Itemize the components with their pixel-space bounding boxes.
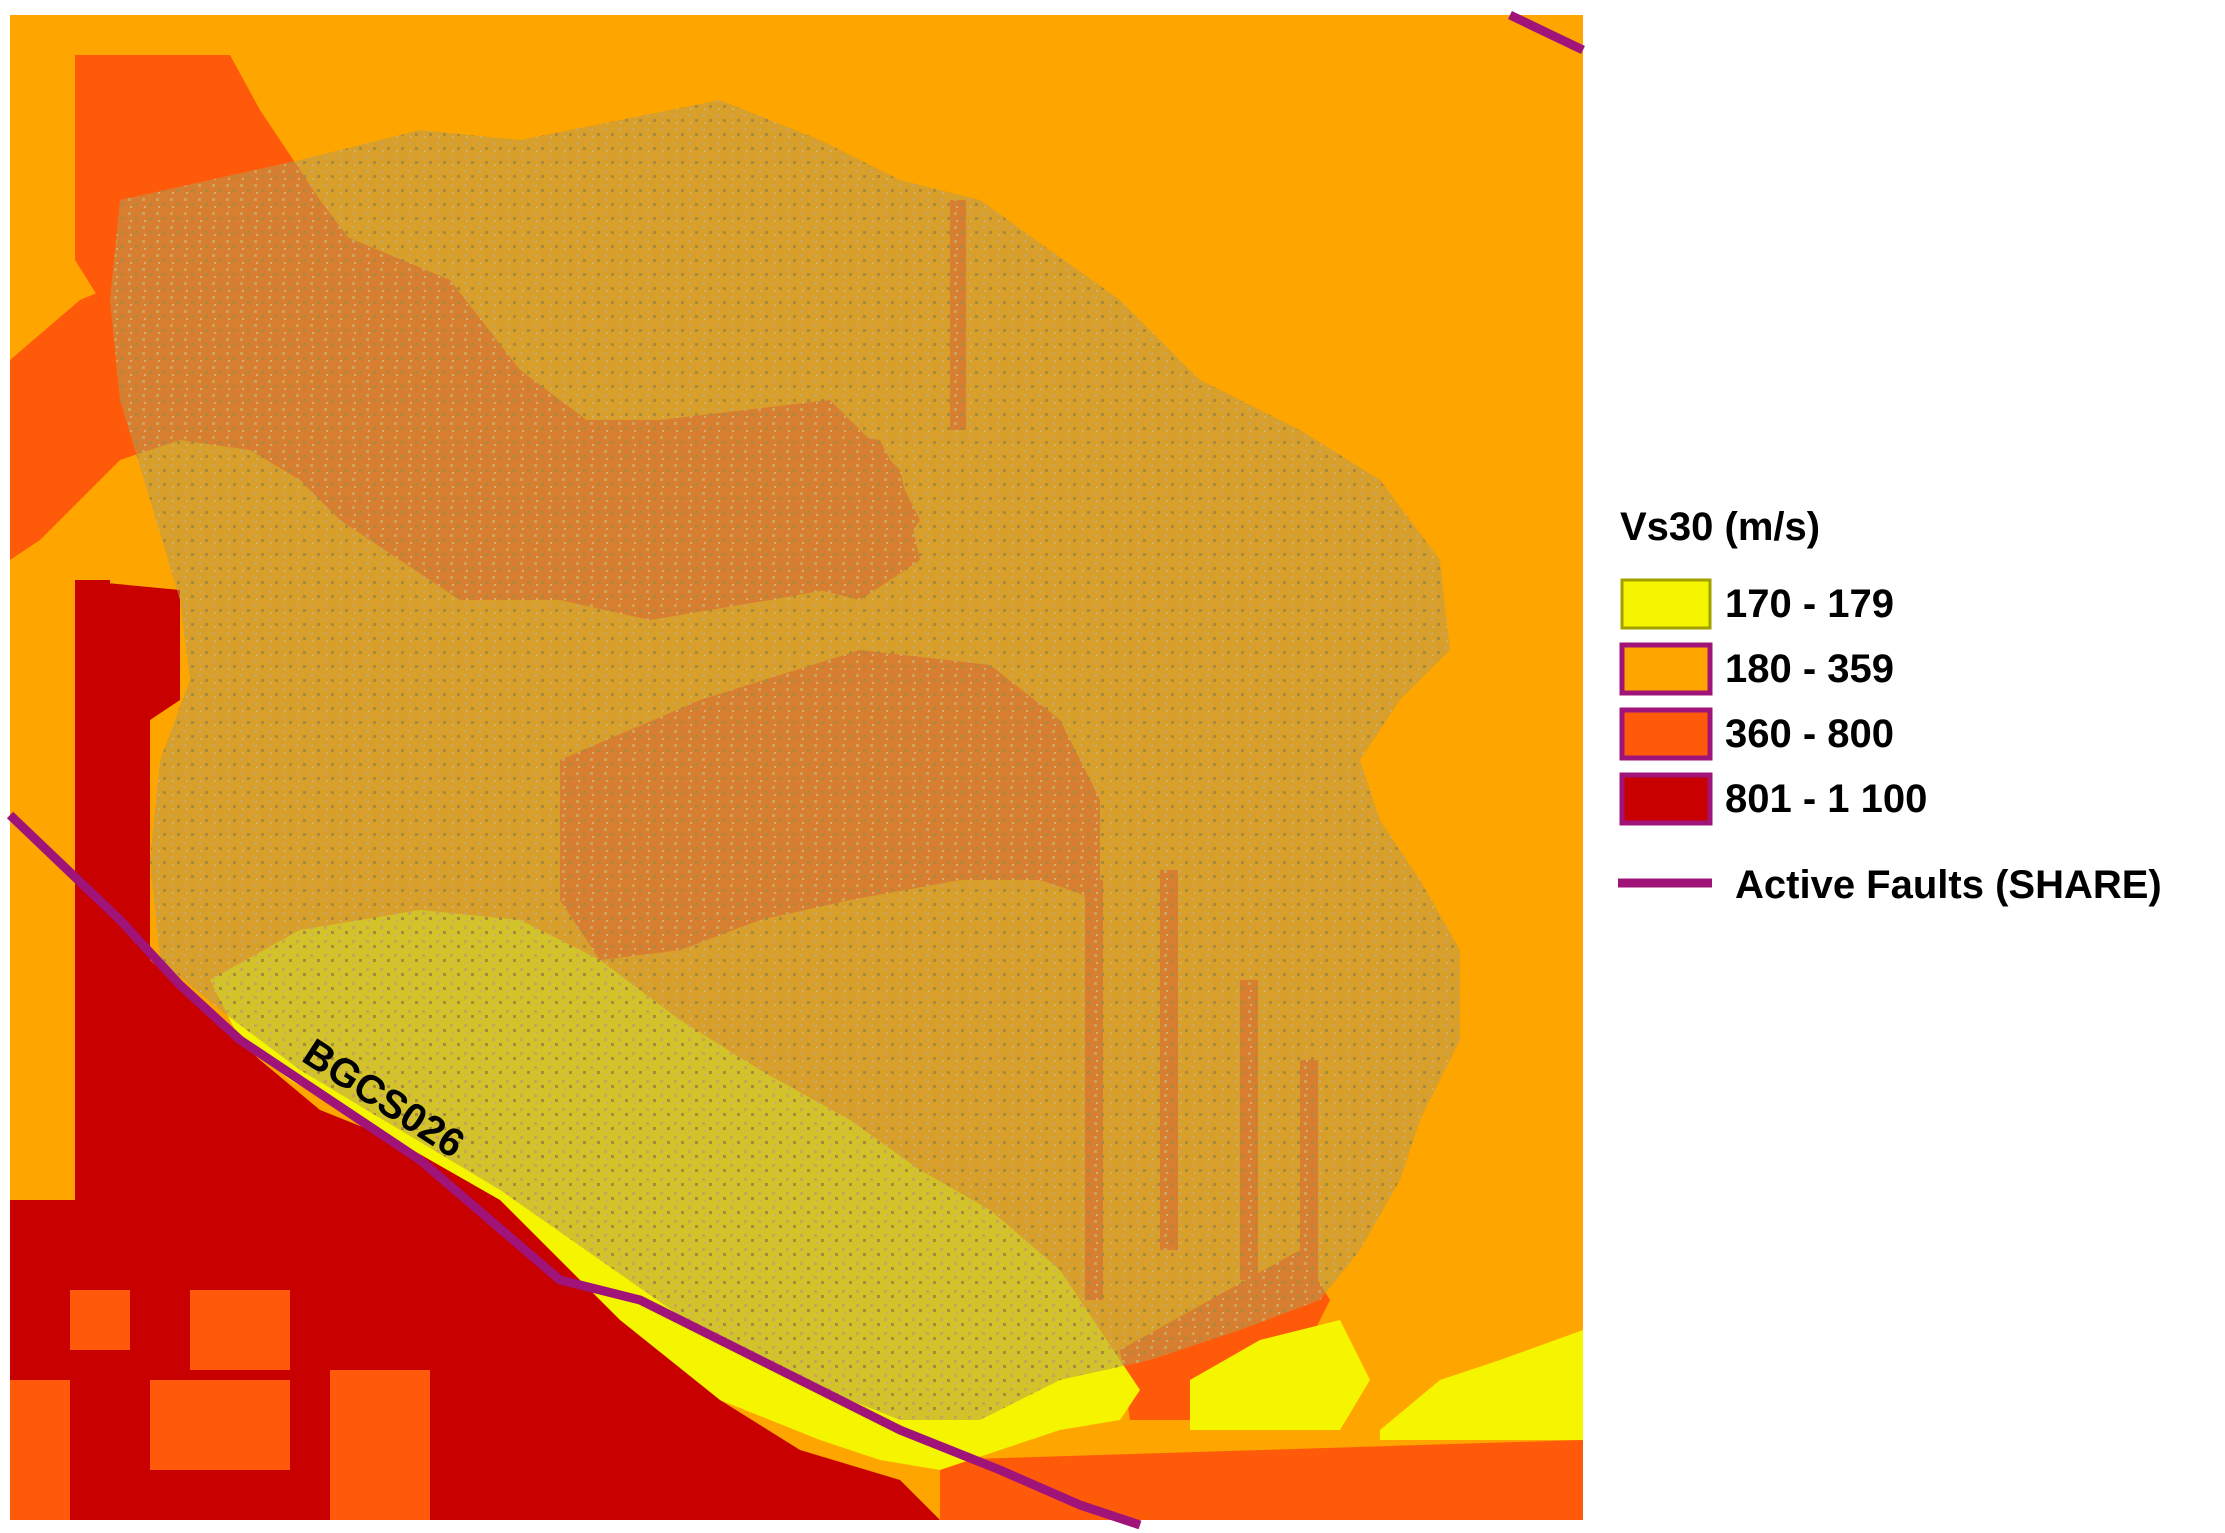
class-170-179-southeast: [1190, 1320, 1370, 1430]
legend-label-180-359: 180 - 359: [1725, 647, 1894, 691]
class-360-800-block-1: [70, 1290, 130, 1350]
active-fault-line-southwest: [6, 811, 1142, 1530]
class-360-800-block-2: [190, 1290, 290, 1370]
legend-swatch-180-359: [1619, 642, 1713, 696]
class-360-800-southeast: [940, 1440, 1583, 1520]
legend-label-170-179: 170 - 179: [1725, 582, 1894, 626]
legend: Vs30 (m/s) 170 - 179 180 - 359 360 - 800…: [1618, 505, 2162, 907]
legend-swatch-360-800: [1619, 707, 1713, 761]
legend-title: Vs30 (m/s): [1620, 505, 1820, 549]
legend-label-360-800: 360 - 800: [1725, 712, 1894, 756]
active-fault-line-northeast: [1508, 10, 1585, 55]
map-frame: [10, 15, 1583, 1520]
class-360-800-block-3: [150, 1380, 290, 1470]
legend-label-801-1100: 801 - 1 100: [1725, 777, 1927, 821]
class-360-800-block-4: [330, 1370, 430, 1520]
class-801-1100-west: [10, 580, 940, 1520]
legend-fault-label: Active Faults (SHARE): [1735, 863, 2162, 907]
class-170-179-east: [1380, 1330, 1583, 1440]
urban-area: [110, 100, 1460, 1420]
legend-swatch-170-179: [1620, 578, 1712, 630]
legend-swatch-801-1100: [1619, 772, 1713, 826]
class-360-800-block-5: [10, 1380, 70, 1520]
class-801-1100-strip: [75, 580, 110, 900]
